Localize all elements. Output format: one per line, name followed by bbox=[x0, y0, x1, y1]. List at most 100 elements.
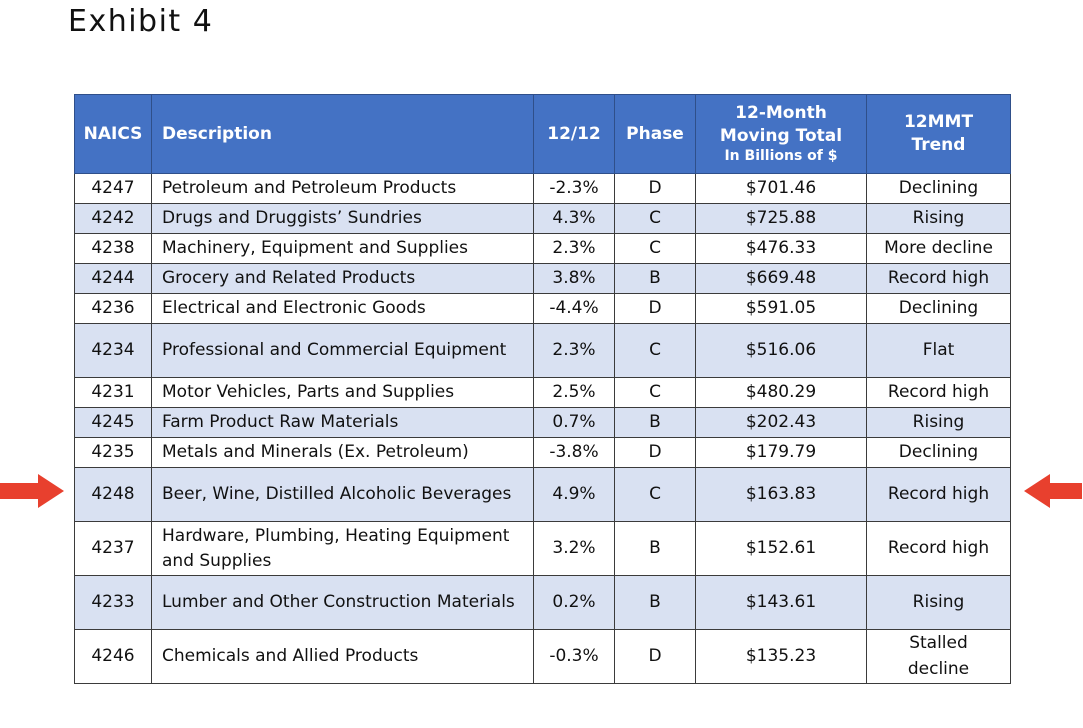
cell-phase: D bbox=[614, 173, 696, 204]
cell-phase: C bbox=[614, 323, 696, 378]
cell-description: Farm Product Raw Materials bbox=[151, 407, 534, 438]
cell-mmt: $476.33 bbox=[695, 233, 867, 264]
cell-naics: 4231 bbox=[74, 377, 152, 408]
table-row: 4247 Petroleum and Petroleum Products -2.3… bbox=[74, 173, 1011, 204]
cell-mmt: $202.43 bbox=[695, 407, 867, 438]
table-row: 4235 Metals and Minerals (Ex. Petroleum) -… bbox=[74, 437, 1011, 468]
cell-yoy: 0.2% bbox=[533, 575, 615, 630]
header-mmt: 12-Month Moving Total In Billions of $ bbox=[695, 94, 867, 174]
cell-naics: 4244 bbox=[74, 263, 152, 294]
cell-description: Hardware, Plumbing, Heating Equipment an… bbox=[151, 521, 534, 576]
cell-trend: Record high bbox=[866, 377, 1011, 408]
cell-trend: Flat bbox=[866, 323, 1011, 378]
cell-description: Electrical and Electronic Goods bbox=[151, 293, 534, 324]
cell-description: Grocery and Related Products bbox=[151, 263, 534, 294]
cell-yoy: 3.2% bbox=[533, 521, 615, 576]
table-row: 4246 Chemicals and Allied Products -0.3% D $… bbox=[74, 629, 1011, 684]
cell-naics: 4245 bbox=[74, 407, 152, 438]
cell-phase: D bbox=[614, 437, 696, 468]
naics-table: NAICS Description 12/12 Phase 12-Month M… bbox=[74, 94, 1011, 684]
table-row: 4244 Grocery and Related Products 3.8% B $66… bbox=[74, 263, 1011, 294]
cell-phase: C bbox=[614, 467, 696, 522]
cell-description: Lumber and Other Construction Materials bbox=[151, 575, 534, 630]
cell-trend: More decline bbox=[866, 233, 1011, 264]
cell-yoy: -3.8% bbox=[533, 437, 615, 468]
cell-naics: 4242 bbox=[74, 203, 152, 234]
table-row: 4234 Professional and Commercial Equipmen… bbox=[74, 323, 1011, 378]
header-mmt-line1: 12-Month bbox=[735, 102, 827, 123]
cell-mmt: $725.88 bbox=[695, 203, 867, 234]
cell-phase: B bbox=[614, 575, 696, 630]
cell-mmt: $152.61 bbox=[695, 521, 867, 576]
cell-yoy: 4.9% bbox=[533, 467, 615, 522]
header-trend-line2: Trend bbox=[911, 135, 966, 155]
table-row: 4242 Drugs and Druggists’ Sundries 4.3% C $7… bbox=[74, 203, 1011, 234]
cell-description: Beer, Wine, Distilled Alcoholic Beverage… bbox=[151, 467, 534, 522]
cell-phase: D bbox=[614, 293, 696, 324]
cell-naics: 4234 bbox=[74, 323, 152, 378]
cell-description: Metals and Minerals (Ex. Petroleum) bbox=[151, 437, 534, 468]
cell-mmt: $516.06 bbox=[695, 323, 867, 378]
header-phase: Phase bbox=[614, 94, 696, 174]
cell-trend: Declining bbox=[866, 173, 1011, 204]
cell-mmt: $669.48 bbox=[695, 263, 867, 294]
cell-mmt: $143.61 bbox=[695, 575, 867, 630]
cell-trend: Rising bbox=[866, 203, 1011, 234]
cell-yoy: 2.3% bbox=[533, 233, 615, 264]
cell-mmt: $179.79 bbox=[695, 437, 867, 468]
cell-trend: Record high bbox=[866, 263, 1011, 294]
table-row: 4236 Electrical and Electronic Goods -4.4%… bbox=[74, 293, 1011, 324]
cell-phase: D bbox=[614, 629, 696, 684]
cell-yoy: -4.4% bbox=[533, 293, 615, 324]
cell-description: Motor Vehicles, Parts and Supplies bbox=[151, 377, 534, 408]
cell-yoy: -2.3% bbox=[533, 173, 615, 204]
cell-trend: Declining bbox=[866, 437, 1011, 468]
cell-phase: C bbox=[614, 233, 696, 264]
header-trend-line1: 12MMT bbox=[903, 112, 974, 133]
cell-phase: B bbox=[614, 407, 696, 438]
cell-yoy: -0.3% bbox=[533, 629, 615, 684]
header-description: Description bbox=[151, 94, 534, 174]
cell-phase: C bbox=[614, 203, 696, 234]
cell-mmt: $135.23 bbox=[695, 629, 867, 684]
table-row: 4238 Machinery, Equipment and Supplies 2.3… bbox=[74, 233, 1011, 264]
cell-mmt: $480.29 bbox=[695, 377, 867, 408]
cell-description: Chemicals and Allied Products bbox=[151, 629, 534, 684]
cell-trend: Rising bbox=[866, 407, 1011, 438]
cell-trend: Declining bbox=[866, 293, 1011, 324]
exhibit-title: Exhibit 4 bbox=[68, 4, 214, 39]
table-row: 4245 Farm Product Raw Materials 0.7% B $202.… bbox=[74, 407, 1011, 438]
cell-naics: 4246 bbox=[74, 629, 152, 684]
table-row: 4237 Hardware, Plumbing, Heating Equipmen… bbox=[74, 521, 1011, 576]
cell-phase: B bbox=[614, 521, 696, 576]
table-row: 4231 Motor Vehicles, Parts and Supplies 2.… bbox=[74, 377, 1011, 408]
header-mmt-line3: In Billions of $ bbox=[724, 148, 838, 165]
cell-naics: 4238 bbox=[74, 233, 152, 264]
cell-naics: 4233 bbox=[74, 575, 152, 630]
header-naics: NAICS bbox=[74, 94, 152, 174]
cell-yoy: 2.3% bbox=[533, 323, 615, 378]
cell-phase: B bbox=[614, 263, 696, 294]
cell-phase: C bbox=[614, 377, 696, 408]
cell-naics: 4235 bbox=[74, 437, 152, 468]
cell-mmt: $591.05 bbox=[695, 293, 867, 324]
cell-yoy: 4.3% bbox=[533, 203, 615, 234]
header-yoy: 12/12 bbox=[533, 94, 615, 174]
cell-trend: Rising bbox=[866, 575, 1011, 630]
cell-naics: 4236 bbox=[74, 293, 152, 324]
header-mmt-line2: Moving Total bbox=[719, 125, 843, 146]
cell-description: Petroleum and Petroleum Products bbox=[151, 173, 534, 204]
cell-description: Drugs and Druggists’ Sundries bbox=[151, 203, 534, 234]
table-row: 4233 Lumber and Other Construction Materi… bbox=[74, 575, 1011, 630]
cell-description: Professional and Commercial Equipment bbox=[151, 323, 534, 378]
cell-yoy: 2.5% bbox=[533, 377, 615, 408]
cell-trend: Record high bbox=[866, 521, 1011, 576]
cell-trend: Stalled decline bbox=[866, 629, 1011, 684]
cell-description: Machinery, Equipment and Supplies bbox=[151, 233, 534, 264]
cell-yoy: 0.7% bbox=[533, 407, 615, 438]
table-header-row: NAICS Description 12/12 Phase 12-Month M… bbox=[74, 94, 1011, 174]
cell-naics: 4248 bbox=[74, 467, 152, 522]
cell-mmt: $701.46 bbox=[695, 173, 867, 204]
cell-mmt: $163.83 bbox=[695, 467, 867, 522]
header-trend: 12MMT Trend bbox=[866, 94, 1011, 174]
